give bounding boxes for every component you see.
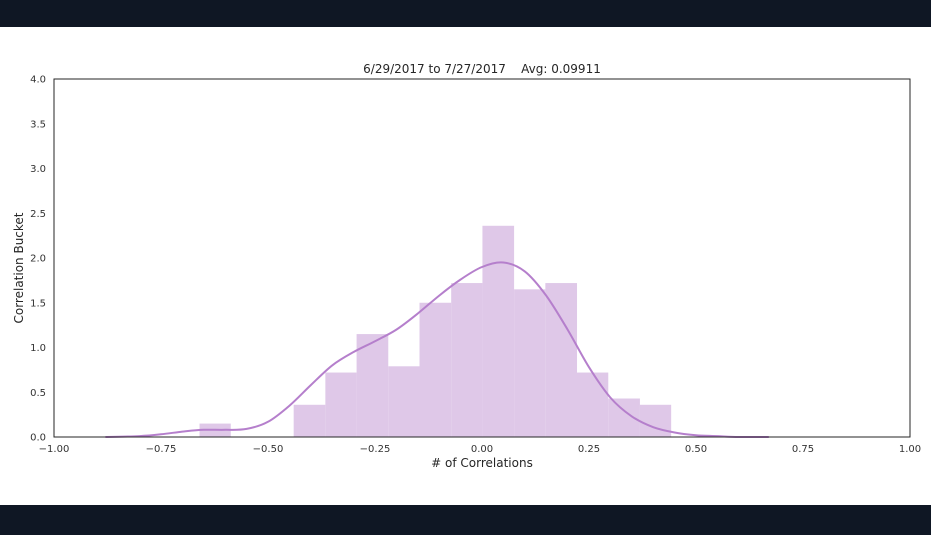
- histogram-bar: [419, 302, 452, 437]
- y-tick-label: 2.0: [30, 254, 46, 265]
- x-tick-label: −0.75: [146, 444, 177, 455]
- y-axis-label: Correlation Bucket: [12, 212, 26, 323]
- y-tick-label: 2.5: [30, 209, 46, 220]
- y-tick-label: 1.5: [30, 298, 46, 309]
- y-tick-label: 3.0: [30, 164, 46, 175]
- histogram-bar: [639, 404, 672, 437]
- y-tick-label: 1.0: [30, 343, 46, 354]
- histogram-bar: [325, 372, 357, 437]
- histogram-bars: [199, 225, 672, 437]
- histogram-bar: [293, 404, 326, 437]
- x-tick-label: 1.00: [899, 444, 921, 455]
- x-tick-label: −1.00: [39, 444, 70, 455]
- histogram-bar: [514, 289, 546, 437]
- kde-curve: [105, 261, 769, 439]
- y-axis-ticks: 0.0 0.5 1.0 1.5 2.0 2.5 3.0 3.5 4.0: [30, 75, 46, 444]
- x-tick-label: 0.25: [578, 444, 600, 455]
- x-tick-label: −0.25: [360, 444, 391, 455]
- y-tick-label: 4.0: [30, 75, 46, 86]
- histogram-bar: [545, 283, 578, 437]
- histogram-bar: [356, 334, 389, 437]
- top-dark-band: [0, 0, 931, 27]
- x-tick-label: 0.00: [471, 444, 493, 455]
- histogram-bar: [451, 283, 483, 437]
- axes-frame: [53, 78, 911, 438]
- x-axis-ticks: −1.00 −0.75 −0.50 −0.25 0.00 0.25 0.50 0.75 1.00: [39, 444, 921, 455]
- x-tick-label: −0.50: [253, 444, 284, 455]
- histogram-bar: [388, 366, 420, 437]
- histogram-bar: [482, 225, 515, 437]
- chart-title: 6/29/2017 to 7/27/2017 Avg: 0.09911: [363, 62, 601, 76]
- histogram-bar: [577, 372, 609, 437]
- y-tick-label: 3.5: [30, 119, 46, 130]
- x-axis-label: # of Correlations: [431, 456, 533, 470]
- y-tick-label: 0.0: [30, 433, 46, 444]
- x-tick-label: 0.50: [685, 444, 707, 455]
- y-tick-label: 0.5: [30, 388, 46, 399]
- x-tick-label: 0.75: [792, 444, 814, 455]
- bottom-dark-band: [0, 505, 931, 535]
